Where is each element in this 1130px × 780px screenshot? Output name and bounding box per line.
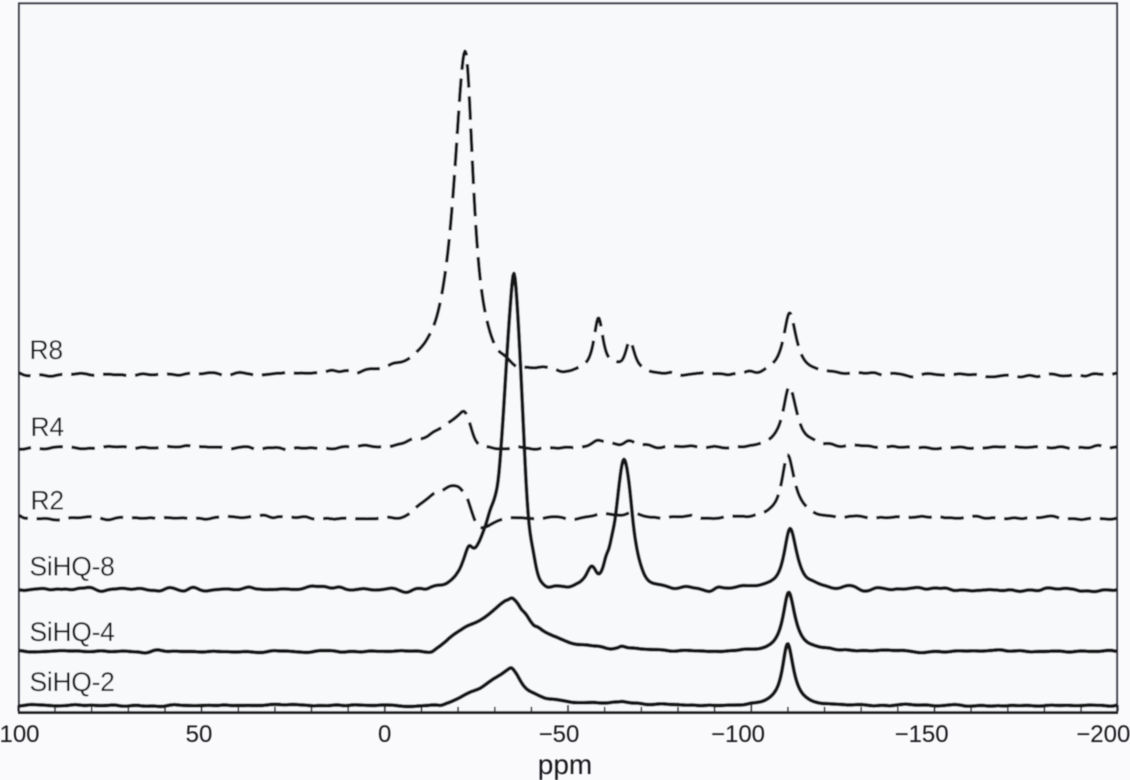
svg-text:SiHQ-2: SiHQ-2 [30,667,115,697]
svg-text:100: 100 [0,721,40,748]
svg-text:−150: −150 [895,721,949,748]
svg-text:SiHQ-8: SiHQ-8 [30,552,115,582]
svg-text:R4: R4 [31,412,64,442]
svg-text:−100: −100 [711,721,765,748]
svg-text:ppm: ppm [538,749,592,780]
svg-text:0: 0 [378,721,391,748]
svg-text:R2: R2 [31,486,64,516]
svg-text:R8: R8 [30,335,63,365]
svg-text:SiHQ-4: SiHQ-4 [30,617,115,647]
svg-text:−50: −50 [539,721,580,748]
svg-text:−200: −200 [1076,721,1130,748]
svg-text:50: 50 [186,721,213,748]
